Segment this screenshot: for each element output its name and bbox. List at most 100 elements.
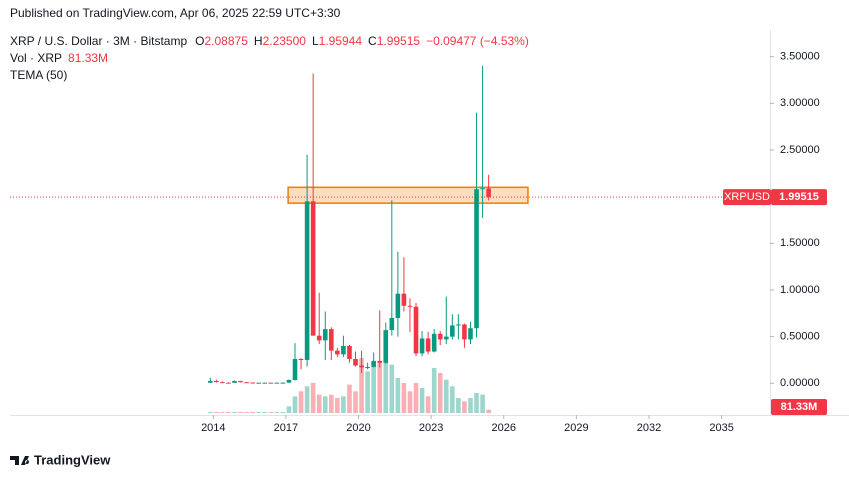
volume-legend-value: 81.33M (68, 51, 108, 65)
volume-bar (238, 412, 243, 413)
volume-bar (250, 412, 255, 413)
volume-bar (341, 396, 346, 413)
volume-bar (407, 391, 413, 413)
volume-bar (268, 412, 274, 413)
volume-bar (244, 412, 249, 413)
candle-body (407, 305, 413, 307)
volume-bar (383, 358, 389, 413)
candle-body (250, 382, 255, 384)
candle-body (486, 188, 491, 198)
legend-value: 1.99515 (377, 34, 421, 48)
candle-body (401, 293, 407, 306)
candle-body (456, 324, 461, 326)
x-tick-label: 2035 (709, 422, 733, 434)
last-volume-label-bg (771, 399, 827, 415)
y-tick-label: 3.50000 (780, 51, 820, 63)
volume-bar (401, 383, 407, 413)
legend: XRP / U.S. Dollar · 3M · Bitstamp O2.0887… (10, 34, 529, 48)
x-tick-label: 2026 (492, 422, 516, 434)
volume-bar (456, 398, 461, 413)
x-tick-label: 2032 (637, 422, 661, 434)
published-note: Published on TradingView.com, Apr 06, 20… (10, 6, 341, 20)
candle-body (274, 382, 280, 384)
y-tick-label: 0.00000 (780, 377, 820, 389)
candle-body (256, 382, 261, 384)
candle-body (316, 335, 322, 341)
y-tick-label: 1.00000 (780, 284, 820, 296)
legend-title: XRP / U.S. Dollar · 3M · Bitstamp (10, 34, 187, 48)
symbol-label-bg (723, 189, 771, 206)
candle-body (329, 329, 334, 351)
candle-body (262, 382, 268, 384)
candle-body (413, 306, 419, 354)
legend-change: −0.09477 (−4.53%) (426, 34, 529, 48)
candle-body (268, 382, 274, 384)
volume-bar (214, 412, 219, 413)
candle-body (214, 380, 219, 383)
highlight-box (287, 186, 529, 204)
candle-body (244, 382, 249, 384)
legend-value: 2.08875 (205, 34, 249, 48)
volume-bar (371, 364, 376, 413)
volume-bar (207, 412, 213, 413)
last-volume-label: 81.33M (781, 401, 818, 413)
x-tick-label: 2023 (419, 422, 443, 434)
y-tick-label: 3.00000 (780, 97, 820, 109)
candle-body (292, 359, 298, 381)
last-price-label: 1.99515 (779, 191, 819, 203)
x-tick-label: 2020 (346, 422, 370, 434)
candle-body (383, 330, 389, 363)
indicator-legend: TEMA (50) (10, 68, 67, 82)
candle-body (468, 328, 473, 340)
legend-value: 2.23500 (263, 34, 307, 48)
legend-key: O (195, 34, 204, 48)
volume-bar (335, 398, 340, 413)
volume-bar (274, 412, 280, 413)
candle-body (335, 350, 340, 355)
legend-key: H (254, 34, 263, 48)
candle-body (347, 345, 352, 360)
volume-bar (443, 379, 449, 413)
volume-bar (431, 368, 437, 413)
volume-bar (232, 412, 237, 413)
candle-body (232, 381, 237, 383)
candle-body (226, 382, 231, 384)
candle-body (474, 189, 479, 329)
candle-body (365, 366, 370, 368)
volume-bar (413, 383, 419, 413)
brand-name: TradingView (34, 452, 111, 467)
volume-bar (226, 412, 231, 413)
candle-body (437, 333, 443, 340)
x-tick-label: 2017 (274, 422, 298, 434)
volume-legend: Vol · XRP 81.33M (10, 51, 108, 65)
candle-body (341, 345, 346, 355)
candle-body (450, 325, 455, 337)
legend-key: L (312, 34, 319, 48)
y-tick-label: 2.50000 (780, 144, 820, 156)
candle-body (480, 188, 485, 190)
candle-body (304, 201, 310, 360)
volume-bar (419, 388, 425, 413)
volume-bar (304, 386, 310, 413)
x-tick-label: 2029 (564, 422, 588, 434)
volume-bar (359, 358, 364, 413)
y-tick-label: 0.50000 (780, 331, 820, 343)
candle-body (389, 317, 395, 331)
candle-body (353, 359, 358, 366)
x-tick-label: 2014 (201, 422, 225, 434)
candle-body (395, 293, 401, 318)
candle-body (238, 381, 243, 383)
volume-bar (316, 394, 322, 413)
volume-bar (486, 409, 491, 413)
volume-bar (395, 378, 401, 413)
candle-body (207, 380, 213, 383)
volume-bar (329, 394, 334, 413)
candle-body (377, 360, 383, 363)
volume-bar (286, 406, 292, 413)
candle-body (359, 365, 364, 368)
candle-body (280, 382, 286, 384)
volume-bar (462, 401, 467, 413)
volume-bar (256, 412, 261, 413)
y-tick-label: 1.50000 (780, 237, 820, 249)
volume-bar (377, 361, 383, 413)
